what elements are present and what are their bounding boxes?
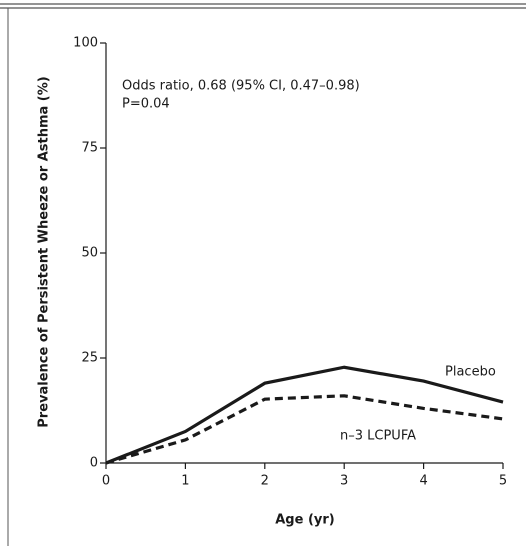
series-line [105, 365, 504, 465]
y-tick-label: 75 [81, 141, 98, 156]
series-label: n–3 LCPUFA [340, 429, 416, 444]
x-tick-label: 5 [499, 474, 507, 489]
y-tick-label: 0 [90, 456, 98, 471]
x-tick-label: 0 [102, 474, 110, 489]
y-tick-label: 25 [81, 351, 98, 366]
y-axis-label: Prevalence of Persistent Wheeze or Asthm… [37, 76, 52, 427]
series-label: Placebo [445, 365, 496, 380]
x-tick-label: 4 [419, 474, 427, 489]
x-tick-label: 2 [261, 474, 269, 489]
y-tick-label: 50 [81, 246, 98, 261]
x-axis-label: Age (yr) [275, 513, 334, 528]
series-line [105, 394, 504, 465]
annotation: P=0.04 [122, 97, 170, 112]
y-tick-label: 100 [73, 36, 98, 51]
x-tick-label: 3 [340, 474, 348, 489]
annotation: Odds ratio, 0.68 (95% CI, 0.47–0.98) [122, 79, 360, 94]
x-tick-label: 1 [181, 474, 189, 489]
